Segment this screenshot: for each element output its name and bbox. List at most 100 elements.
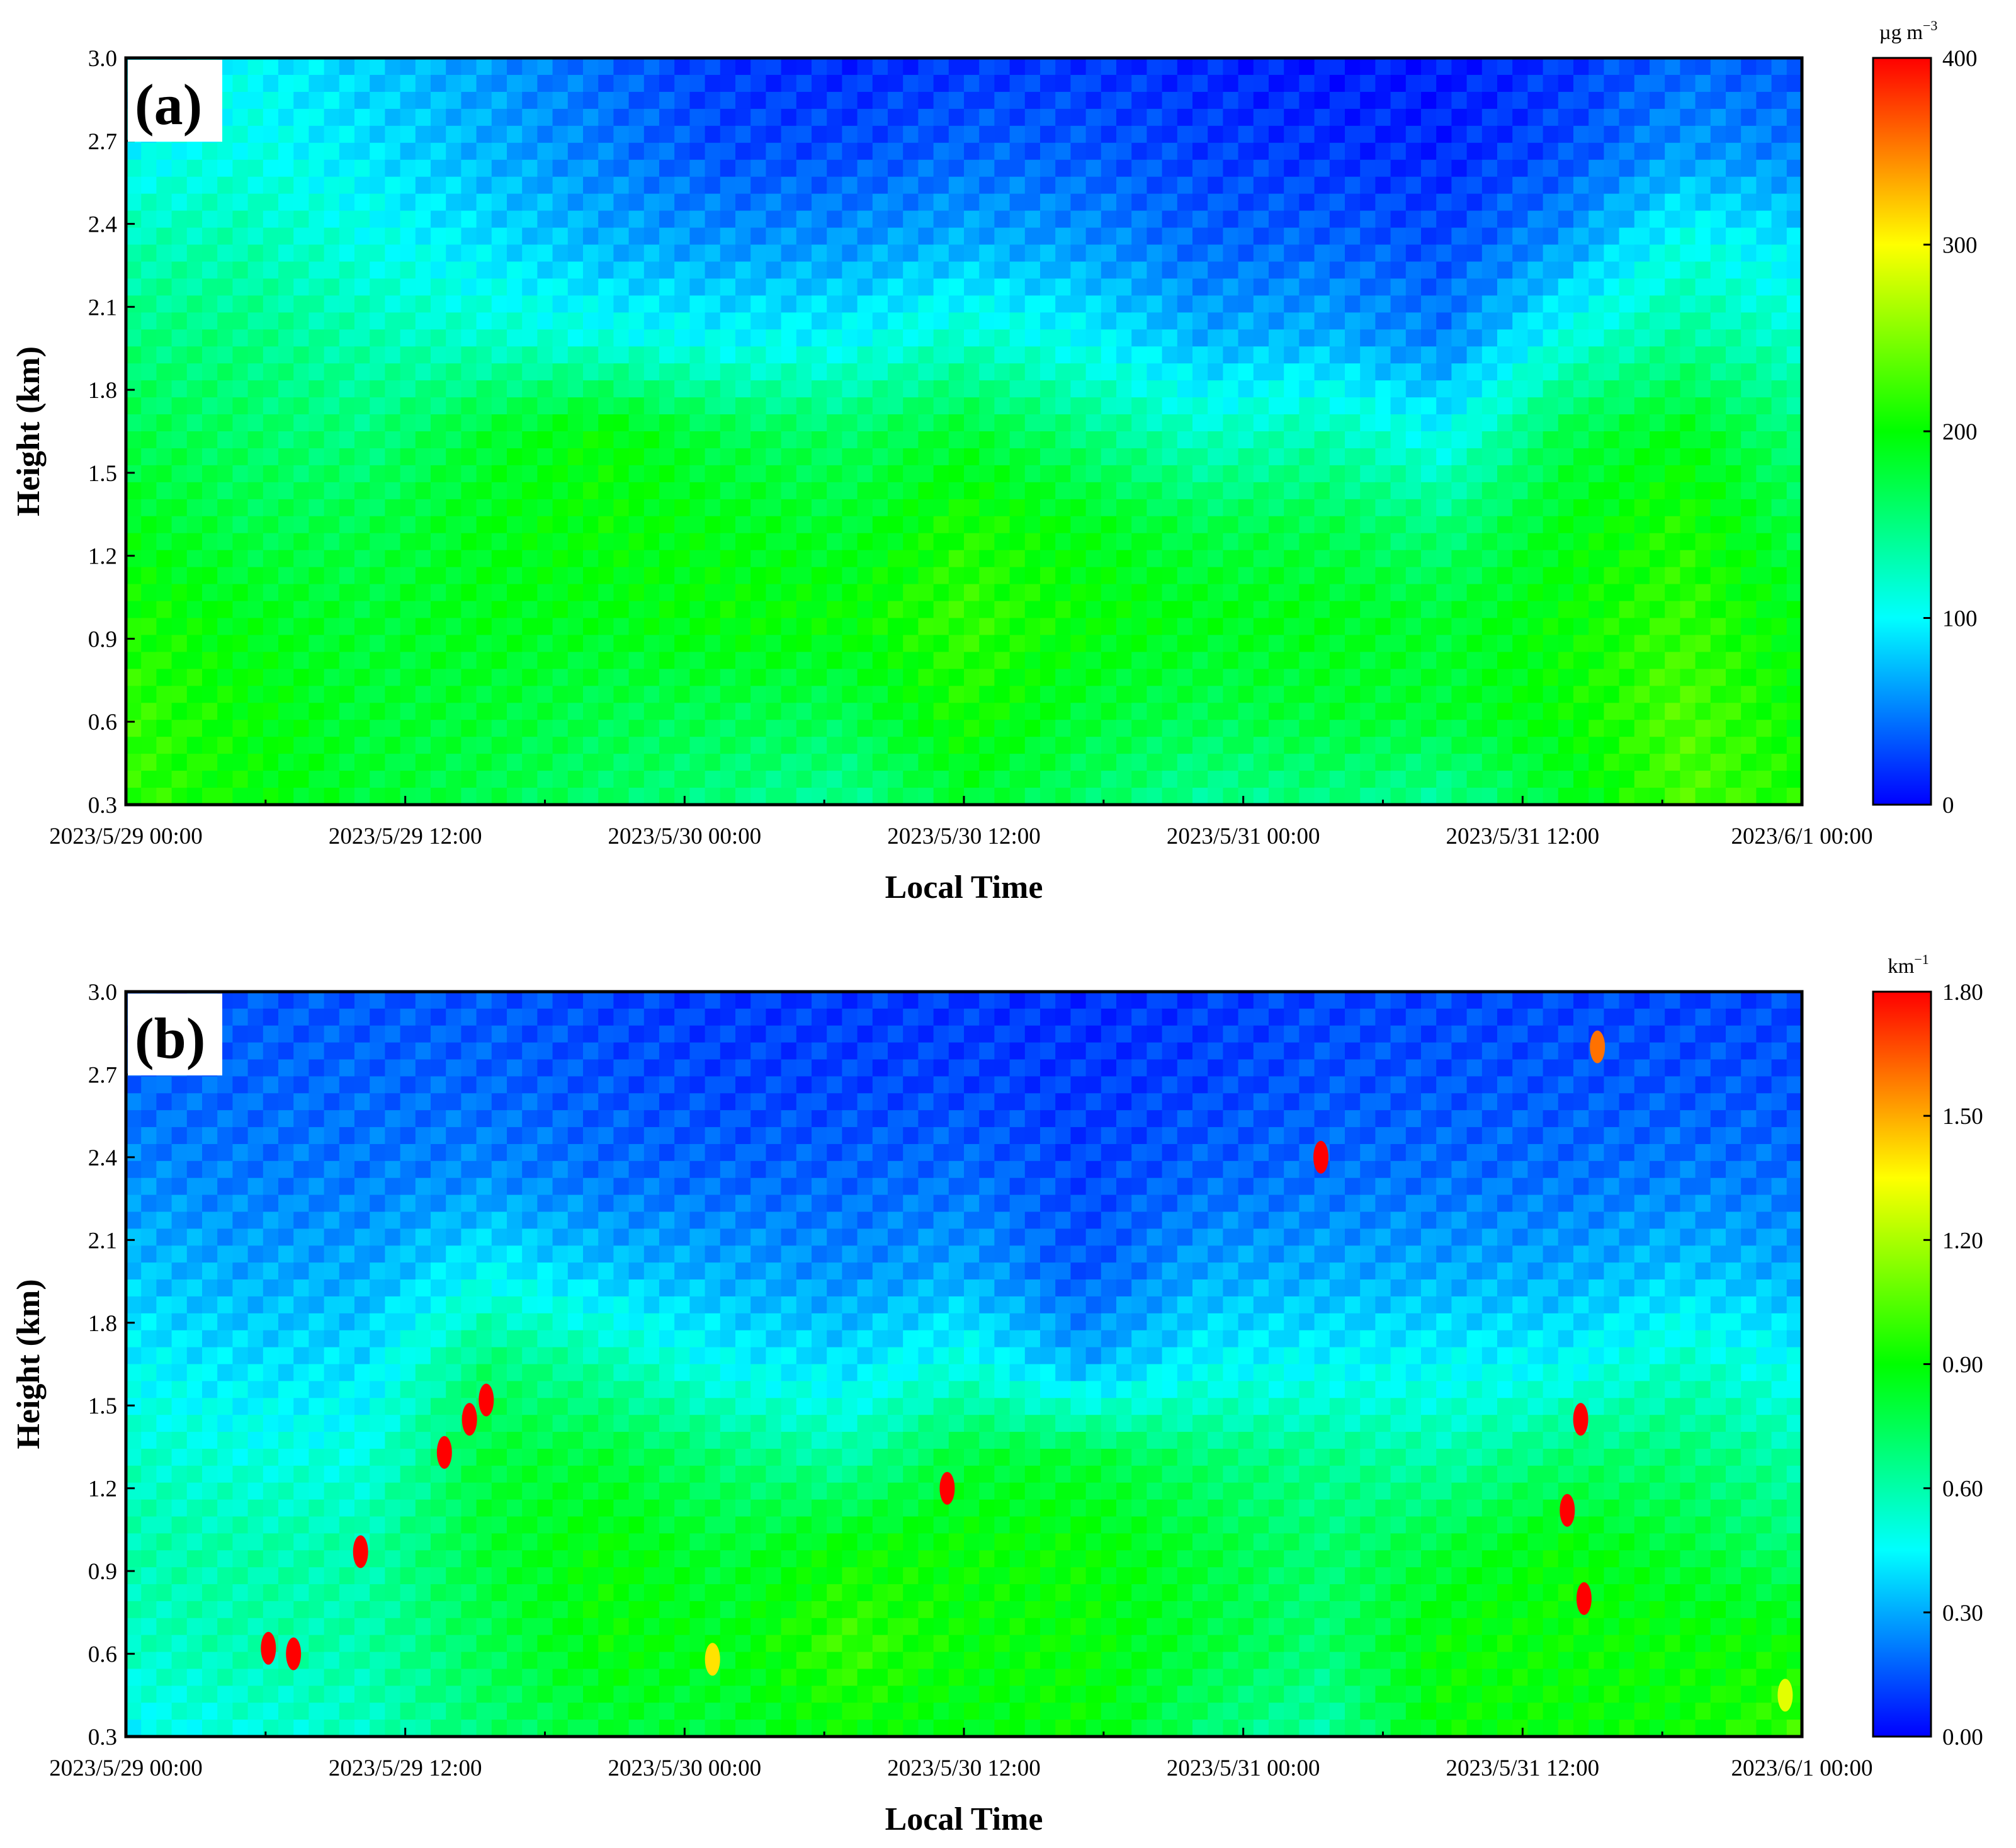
heatmap-cell	[1756, 261, 1772, 280]
heatmap-cell	[1451, 159, 1468, 178]
heatmap-cell	[415, 431, 431, 449]
heatmap-cell	[1512, 550, 1529, 568]
heatmap-cell	[1588, 346, 1605, 364]
heatmap-cell	[1680, 618, 1696, 636]
heatmap-cell	[766, 465, 782, 483]
heatmap-cell	[1497, 91, 1513, 110]
heatmap-cell	[1421, 193, 1437, 212]
heatmap-cell	[1390, 601, 1407, 619]
heatmap-cell	[1009, 601, 1026, 619]
heatmap-cell	[385, 737, 401, 754]
heatmap-cell	[948, 431, 965, 449]
heatmap-cell	[232, 159, 249, 178]
heatmap-cell	[476, 635, 492, 653]
heatmap-cell	[354, 244, 370, 263]
heatmap-cell	[1726, 261, 1741, 280]
heatmap-cell	[1131, 193, 1148, 212]
heatmap-cell	[339, 448, 355, 466]
heatmap-cell	[750, 193, 767, 212]
heatmap-cell	[415, 482, 431, 500]
heatmap-cell	[1070, 618, 1087, 636]
heatmap-cell	[872, 261, 888, 280]
heatmap-cell	[1253, 465, 1269, 483]
heatmap-cell	[1680, 176, 1696, 195]
heatmap-cell	[247, 108, 264, 127]
heatmap-cell	[1771, 703, 1787, 721]
heatmap-cell	[1497, 210, 1513, 229]
heatmap-cell	[705, 686, 721, 704]
heatmap-cell	[1009, 703, 1026, 721]
heatmap-cell	[156, 227, 173, 246]
heatmap-cell	[431, 550, 446, 568]
heatmap-cell	[1756, 58, 1772, 76]
heatmap-cell	[1756, 142, 1772, 161]
heatmap-cell	[1360, 193, 1376, 212]
heatmap-cell	[1527, 108, 1544, 127]
heatmap-cell	[1695, 125, 1711, 144]
heatmap-cell	[1345, 58, 1361, 76]
heatmap-cell	[1726, 448, 1741, 466]
heatmap-cell	[1497, 703, 1513, 721]
heatmap-cell	[1421, 584, 1437, 602]
heatmap-cell	[552, 142, 569, 161]
heatmap-cell	[202, 210, 218, 229]
heatmap-cell	[1619, 754, 1635, 771]
heatmap-cell	[1024, 295, 1041, 314]
heatmap-cell	[1314, 193, 1330, 212]
heatmap-cell	[309, 193, 325, 212]
heatmap-cell	[1421, 788, 1437, 805]
heatmap-cell	[720, 737, 736, 754]
heatmap-cell	[948, 380, 965, 398]
heatmap-cell	[1726, 499, 1741, 517]
heatmap-cell	[141, 516, 157, 534]
heatmap-cell	[1650, 567, 1665, 585]
heatmap-cell	[659, 737, 675, 754]
heatmap-cell	[979, 261, 995, 280]
heatmap-cell	[750, 669, 767, 687]
heatmap-cell	[1436, 465, 1453, 483]
heatmap-cell	[812, 448, 827, 466]
heatmap-cell	[1527, 431, 1544, 449]
heatmap-cell	[126, 516, 142, 534]
heatmap-cell	[979, 193, 995, 212]
heatmap-cell	[1619, 482, 1635, 500]
heatmap-cell	[324, 210, 340, 229]
heatmap-cell	[1208, 703, 1224, 721]
heatmap-cell	[1451, 771, 1468, 788]
heatmap-cell	[1390, 142, 1407, 161]
heatmap-cell	[888, 669, 903, 687]
heatmap-cell	[1299, 329, 1315, 348]
heatmap-cell	[1756, 176, 1772, 195]
heatmap-cell	[1101, 720, 1117, 737]
heatmap-cell	[567, 635, 584, 653]
heatmap-cell	[415, 550, 431, 568]
heatmap-cell	[491, 516, 507, 534]
heatmap-cell	[141, 380, 157, 398]
heatmap-cell	[1177, 482, 1193, 500]
heatmap-cell	[1497, 567, 1513, 585]
heatmap-cell	[598, 414, 614, 432]
heatmap-cell	[1329, 550, 1345, 568]
heatmap-cell	[1147, 754, 1163, 771]
heatmap-cell	[1497, 652, 1513, 670]
heatmap-cell	[1390, 686, 1407, 704]
heatmap-cell	[461, 278, 477, 297]
heatmap-cell	[247, 737, 264, 754]
heatmap-cell	[400, 584, 416, 602]
heatmap-cell	[1147, 244, 1163, 263]
heatmap-cell	[537, 482, 553, 500]
heatmap-cell	[1085, 601, 1102, 619]
heatmap-cell	[643, 584, 660, 602]
heatmap-cell	[979, 244, 995, 263]
heatmap-cell	[674, 397, 691, 415]
heatmap-cell	[1177, 652, 1193, 670]
heatmap-cell	[400, 448, 416, 466]
heatmap-cell	[613, 431, 630, 449]
heatmap-cell	[217, 142, 234, 161]
heatmap-cell	[522, 193, 538, 212]
heatmap-cell	[918, 431, 934, 449]
heatmap-cell	[1085, 635, 1102, 653]
heatmap-cell	[186, 618, 203, 636]
heatmap-cell	[1680, 516, 1696, 534]
heatmap-cell	[1634, 363, 1650, 381]
